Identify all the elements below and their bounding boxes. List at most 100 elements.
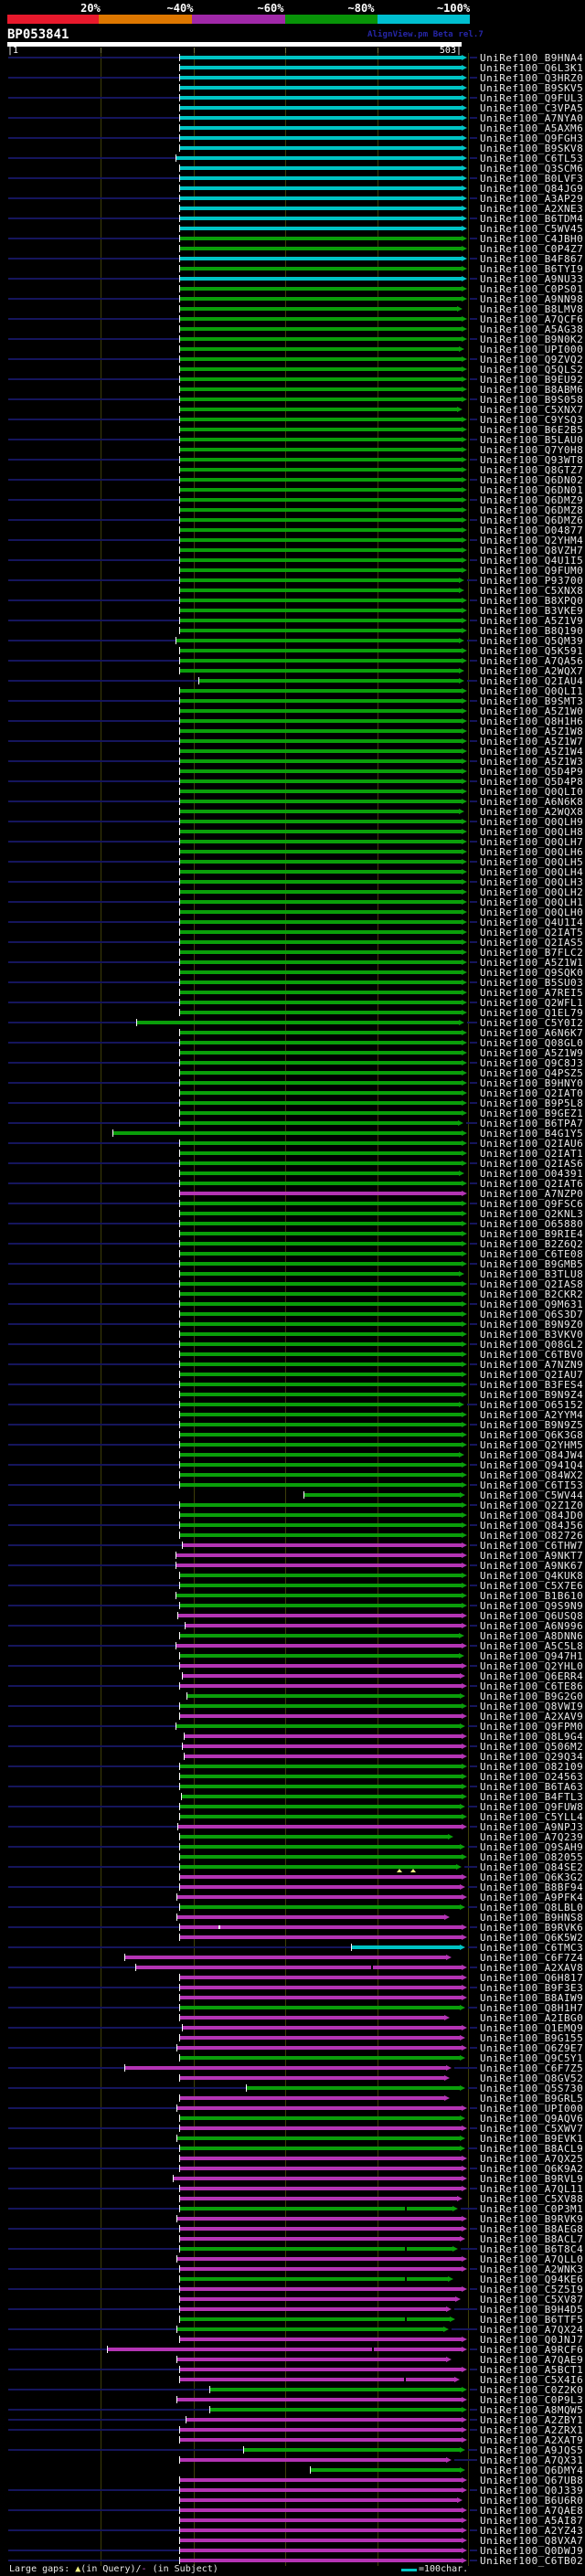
hit-bar[interactable] (179, 1240, 462, 1247)
hit-bar[interactable] (179, 1783, 462, 1790)
hit-bar[interactable] (179, 1924, 462, 1931)
hit-bar[interactable] (176, 1893, 462, 1901)
hit-bar[interactable] (179, 185, 462, 192)
hit-label[interactable]: UniRef100_Q2YHM5 (480, 1439, 584, 1451)
hit-bar[interactable] (209, 2386, 462, 2393)
hit-bar[interactable] (124, 1954, 446, 1961)
hit-label[interactable]: UniRef100_B9SMT3 (480, 695, 584, 707)
hit-label[interactable]: UniRef100_B6U6R0 (480, 2495, 584, 2507)
hit-label[interactable]: UniRef100_A2ZRX1 (480, 2424, 584, 2436)
hit-label[interactable]: UniRef100_Q2YHL0 (480, 1660, 584, 1672)
hit-bar[interactable] (179, 697, 462, 705)
hit-label[interactable]: UniRef100_Q0QLH6 (480, 846, 584, 858)
hit-bar[interactable] (179, 1079, 462, 1087)
hit-bar[interactable] (179, 737, 462, 745)
hit-label[interactable]: UniRef100_A7QA56 (480, 655, 584, 667)
hit-bar[interactable] (179, 1843, 460, 1850)
hit-label[interactable]: UniRef100_Q8VXA7 (480, 2535, 584, 2547)
hit-bar[interactable] (179, 2165, 462, 2172)
hit-bar[interactable] (179, 456, 462, 463)
hit-label[interactable]: UniRef100_Q8VWI9 (480, 1701, 584, 1712)
hit-bar[interactable] (179, 436, 462, 443)
hit-bar[interactable] (179, 1381, 462, 1388)
hit-bar[interactable] (179, 1230, 462, 1237)
hit-label[interactable]: UniRef100_Q8VZH7 (480, 545, 584, 557)
hit-label[interactable]: UniRef100_Q941Q4 (480, 1459, 584, 1471)
hit-bar[interactable] (179, 2285, 462, 2293)
hit-label[interactable]: UniRef100_B8Q190 (480, 625, 584, 637)
hit-bar[interactable] (179, 446, 462, 453)
hit-bar[interactable] (124, 2064, 446, 2072)
hit-label[interactable]: UniRef100_C5WV45 (480, 223, 584, 235)
hit-bar[interactable] (179, 808, 459, 815)
hit-label[interactable]: UniRef100_Q9FUL3 (480, 92, 584, 104)
hit-label[interactable]: UniRef100_C5XNX7 (480, 404, 584, 416)
hit-label[interactable]: UniRef100_A3AP29 (480, 193, 584, 205)
hit-label[interactable]: UniRef100_Q6H817 (480, 1972, 584, 1984)
hit-label[interactable]: UniRef100_Q6K5W2 (480, 1932, 584, 1944)
hit-bar[interactable] (179, 1280, 462, 1288)
hit-bar[interactable] (176, 2396, 462, 2403)
hit-label[interactable]: UniRef100_B8AIW9 (480, 1992, 584, 2004)
hit-bar[interactable] (179, 2517, 462, 2524)
hit-label[interactable]: UniRef100_A9NU33 (480, 273, 584, 285)
hit-bar[interactable] (179, 627, 462, 634)
hit-bar[interactable] (179, 2426, 462, 2433)
hit-label[interactable]: UniRef100_A7QX31 (480, 2454, 584, 2466)
hit-bar[interactable] (179, 1059, 462, 1066)
hit-label[interactable]: UniRef100_C5XNX8 (480, 585, 584, 597)
hit-label[interactable]: UniRef100_Q6Z9E7 (480, 2042, 584, 2054)
hit-bar[interactable] (179, 1200, 462, 1207)
hit-bar[interactable] (179, 1702, 462, 1710)
hit-bar[interactable] (176, 1552, 462, 1559)
hit-label[interactable]: UniRef100_Q0QLI1 (480, 685, 584, 697)
hit-bar[interactable] (179, 858, 462, 865)
hit-label[interactable]: UniRef100_C6THW7 (480, 1540, 584, 1552)
hit-label[interactable]: UniRef100_Q9SQK0 (480, 967, 584, 979)
hit-bar[interactable] (179, 1803, 460, 1810)
hit-label[interactable]: UniRef100_B8ABM6 (480, 384, 584, 396)
hit-label[interactable]: UniRef100_Q8H1H6 (480, 716, 584, 727)
hit-label[interactable]: UniRef100_Q9FSC6 (480, 1198, 584, 1210)
hit-label[interactable]: UniRef100_Q0QLH5 (480, 856, 584, 868)
hit-bar[interactable] (176, 1562, 462, 1569)
hit-label[interactable]: UniRef100_Q0QLH7 (480, 836, 584, 848)
hit-bar[interactable] (179, 1511, 462, 1519)
hit-label[interactable]: UniRef100_Q2IAU4 (480, 675, 584, 687)
hit-bar[interactable] (179, 788, 462, 795)
hit-label[interactable]: UniRef100_C5XV88 (480, 2193, 584, 2205)
hit-bar[interactable] (179, 1160, 462, 1167)
hit-label[interactable]: UniRef100_B9GMB5 (480, 1258, 584, 1270)
hit-label[interactable]: UniRef100_Q0QLH4 (480, 866, 584, 878)
hit-bar[interactable] (179, 597, 462, 604)
hit-label[interactable]: UniRef100_A7NZP0 (480, 1188, 584, 1200)
hit-label[interactable]: UniRef100_A5AXM6 (480, 122, 584, 134)
hit-bar[interactable] (179, 2145, 460, 2152)
hit-label[interactable]: UniRef100_A2YYM4 (480, 1409, 584, 1421)
hit-label[interactable]: UniRef100_A5Z1W1 (480, 957, 584, 969)
hit-bar[interactable] (179, 918, 462, 926)
hit-label[interactable]: UniRef100_Q2IAT5 (480, 927, 584, 938)
hit-label[interactable]: UniRef100_Q2KNL3 (480, 1208, 584, 1220)
hit-label[interactable]: UniRef100_C6F7Z5 (480, 2062, 584, 2074)
hit-bar[interactable] (179, 1170, 459, 1177)
hit-bar[interactable] (179, 265, 462, 272)
hit-bar[interactable] (179, 1099, 462, 1107)
hit-bar[interactable] (179, 1150, 462, 1157)
hit-label[interactable]: UniRef100_C6TE86 (480, 1680, 584, 1692)
hit-label[interactable]: UniRef100_C5XV87 (480, 2294, 584, 2306)
hit-label[interactable]: UniRef100_O04391 (480, 1168, 584, 1180)
hit-bar[interactable] (182, 1542, 462, 1549)
hit-label[interactable]: UniRef100_Q5S730 (480, 2083, 584, 2094)
hit-bar[interactable] (179, 2034, 460, 2041)
hit-bar[interactable] (179, 1471, 462, 1479)
hit-bar[interactable] (179, 84, 462, 91)
hit-bar[interactable] (179, 74, 462, 81)
hit-label[interactable]: UniRef100_A9NK67 (480, 1560, 584, 1572)
hit-label[interactable]: UniRef100_Q6K3G2 (480, 1871, 584, 1883)
hit-bar[interactable] (136, 1019, 459, 1026)
hit-label[interactable]: UniRef100_A2WQX7 (480, 665, 584, 677)
hit-label[interactable]: UniRef100_Q2IAU7 (480, 1369, 584, 1381)
hit-label[interactable]: UniRef100_A5BCT1 (480, 2364, 584, 2376)
hit-bar[interactable] (179, 1934, 462, 1941)
